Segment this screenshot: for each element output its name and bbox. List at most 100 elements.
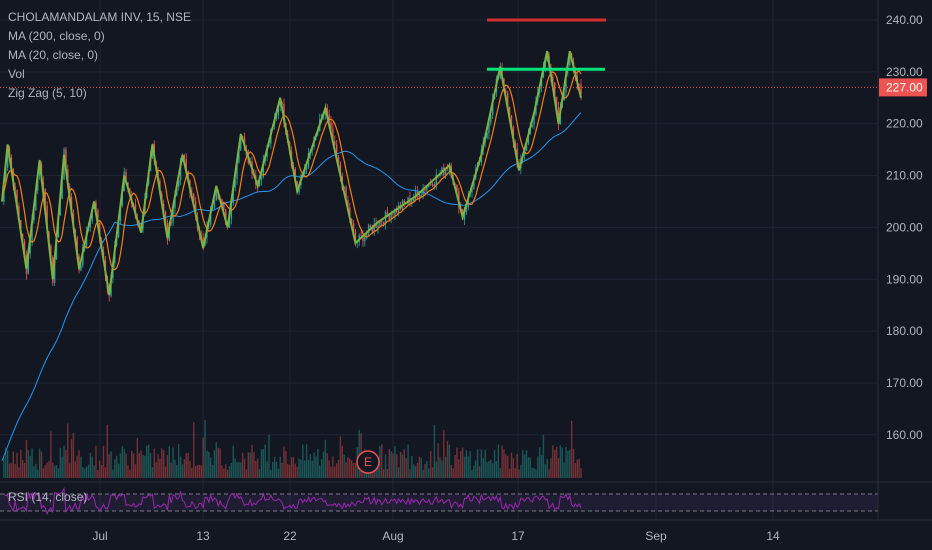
- volume-bar: [275, 461, 278, 478]
- volume-bar: [290, 457, 293, 478]
- volume-bar: [27, 450, 30, 478]
- volume-bar: [162, 450, 165, 478]
- volume-bar: [569, 449, 571, 478]
- volume-bar: [525, 450, 528, 478]
- volume-bar: [450, 464, 453, 478]
- volume-bar: [194, 465, 197, 478]
- volume-bar: [204, 420, 206, 478]
- volume-bar: [403, 449, 406, 478]
- volume-bar: [332, 456, 334, 478]
- candle: [557, 101, 560, 130]
- price-axis[interactable]: 240.00 230.00 220.00 210.00 200.00 190.00 180.…: [877, 0, 927, 520]
- symbol-title[interactable]: CHOLAMANDALAM INV, 15, NSE: [8, 10, 191, 24]
- volume-bar: [221, 465, 223, 478]
- volume-bar: [475, 460, 477, 478]
- earnings-marker[interactable]: E: [356, 450, 380, 474]
- last-price-label: 227.00: [886, 80, 923, 94]
- candle: [305, 165, 308, 174]
- ma200-legend[interactable]: MA (200, close, 0): [8, 29, 105, 43]
- volume-bar: [384, 454, 387, 478]
- volume-bar: [424, 463, 426, 478]
- time-axis[interactable]: Jul 13 22 Aug 17 Sep 14: [92, 529, 780, 543]
- rsi-legend[interactable]: RSI (14, close): [8, 490, 88, 504]
- volume-bar: [131, 450, 133, 478]
- volume-bar: [563, 462, 565, 478]
- volume-bar: [352, 463, 355, 478]
- volume-bar: [277, 468, 280, 478]
- volume-bar: [476, 449, 479, 478]
- volume-bar: [454, 455, 456, 478]
- volume-bar: [264, 444, 266, 478]
- volume-bar: [44, 465, 46, 478]
- volume-bar: [287, 464, 289, 478]
- zigzag-legend[interactable]: Zig Zag (5, 10): [8, 86, 87, 100]
- volume-bar: [53, 465, 56, 478]
- volume-bar: [181, 464, 184, 478]
- time-tick-label: 17: [511, 529, 525, 543]
- volume-bar: [147, 444, 150, 478]
- volume-bar: [174, 459, 176, 478]
- price-tick-label: 160.00: [886, 428, 923, 442]
- volume-bar: [497, 444, 500, 478]
- volume-bar: [55, 465, 58, 478]
- volume-bar: [159, 458, 161, 478]
- zigzag-line: [1, 50, 582, 295]
- volume-bar: [260, 449, 263, 478]
- volume-bar: [228, 466, 231, 478]
- volume-bar: [110, 451, 112, 478]
- volume-bar: [89, 452, 92, 478]
- volume-bar: [121, 446, 124, 478]
- volume-bar: [253, 451, 255, 478]
- volume-bar: [245, 469, 248, 478]
- volume-bar: [420, 457, 422, 478]
- volume-bar: [576, 459, 578, 478]
- volume-bar: [78, 450, 80, 478]
- volume-bar: [20, 449, 22, 478]
- volume-bar: [305, 444, 308, 478]
- volume-bar: [200, 465, 202, 478]
- volume-bar: [302, 444, 304, 478]
- price-tick-label: 230.00: [886, 65, 923, 79]
- ma20-legend[interactable]: MA (20, close, 0): [8, 48, 99, 62]
- volume-bar: [382, 469, 385, 478]
- volume-bar: [106, 424, 108, 478]
- volume-bar: [490, 459, 492, 478]
- volume-bar: [213, 450, 216, 478]
- volume-bar: [503, 449, 505, 478]
- volume-bar: [272, 461, 274, 478]
- volume-bar: [172, 447, 174, 478]
- volume-bar: [176, 464, 178, 478]
- volume-bar: [392, 453, 394, 478]
- volume-bar: [495, 461, 498, 478]
- volume-bar: [435, 461, 437, 478]
- candle: [334, 135, 336, 146]
- vol-legend[interactable]: Vol: [8, 67, 25, 81]
- volume-bars: [3, 420, 582, 478]
- volume-bar: [296, 466, 298, 478]
- volume-bar: [219, 448, 221, 478]
- volume-bar: [520, 464, 522, 478]
- volume-bar: [206, 450, 208, 478]
- volume-bar: [478, 466, 481, 478]
- volume-bar: [334, 466, 336, 478]
- volume-bar: [533, 468, 535, 478]
- volume-bar: [8, 463, 11, 478]
- volume-bar: [198, 464, 201, 478]
- volume-bar: [354, 462, 357, 478]
- volume-bar: [307, 459, 310, 478]
- rsi-line: [3, 486, 582, 516]
- price-tick-label: 170.00: [886, 376, 923, 390]
- volume-bar: [82, 467, 84, 478]
- volume-bar: [262, 449, 265, 478]
- volume-bar: [189, 460, 191, 478]
- volume-bar: [157, 454, 159, 478]
- volume-bar: [46, 462, 48, 478]
- volume-bar: [396, 454, 398, 478]
- volume-bar: [409, 469, 411, 478]
- volume-bar: [59, 447, 61, 478]
- volume-bar: [38, 448, 41, 478]
- volume-bar: [273, 456, 276, 478]
- volume-bar: [258, 469, 261, 478]
- volume-bar: [505, 454, 507, 478]
